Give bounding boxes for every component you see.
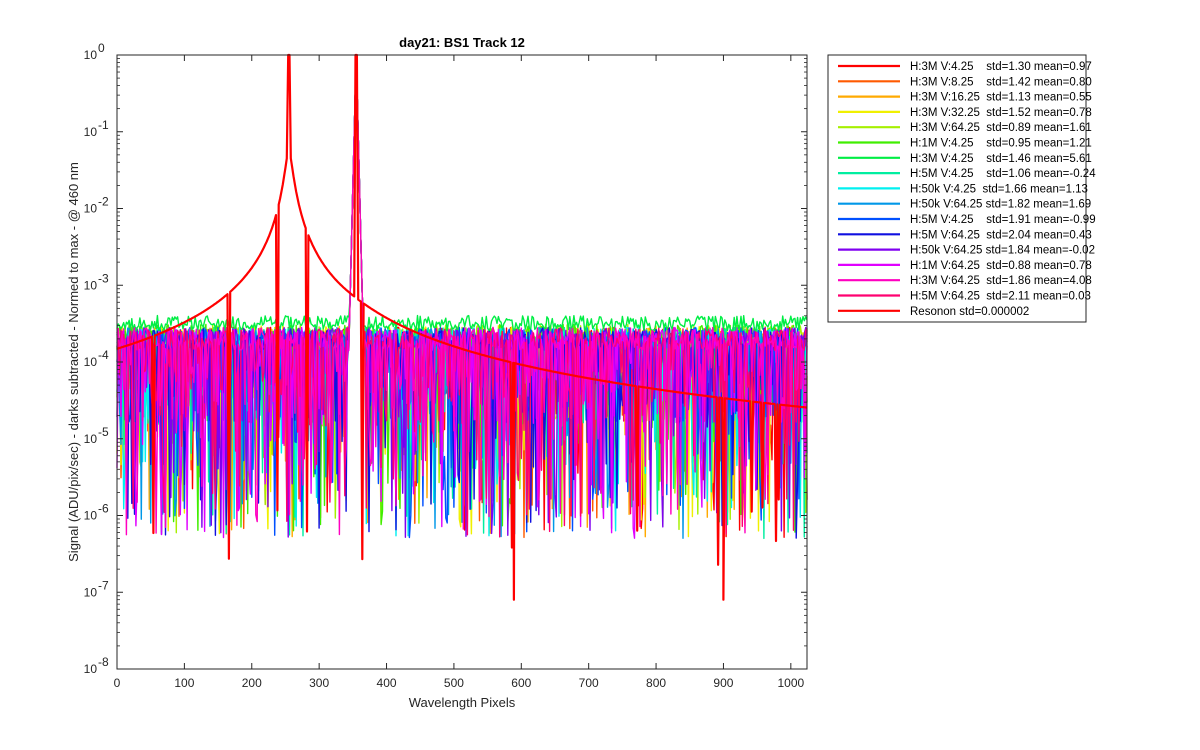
series-line-7 [116,81,808,332]
legend-entry: H:3M V:32.25 std=1.52 mean=0.78 [910,107,1092,119]
x-tick-label: 600 [511,676,531,690]
y-tick-label: 10 [84,202,98,216]
chart-title: day21: BS1 Track 12 [399,35,525,50]
x-tick-label: 1000 [777,676,804,690]
legend-entry: H:1M V:64.25 std=0.88 mean=0.78 [910,260,1092,272]
x-tick-label: 400 [377,676,397,690]
y-tick-label-exponent: -2 [98,195,109,209]
y-tick-label: 10 [84,509,98,523]
legend-entry: H:3M V:4.25 std=1.46 mean=5.61 [910,153,1092,165]
y-tick-label-exponent: 0 [98,41,105,55]
y-tick-label: 10 [84,355,98,369]
y-tick-label: 10 [84,278,98,292]
x-tick-label: 500 [444,676,464,690]
x-axis: 0 100 200 300 400 500 600 700 800 900 1000 [114,55,804,690]
y-tick-label: 10 [84,432,98,446]
x-tick-label: 300 [309,676,329,690]
x-tick-label: 100 [174,676,194,690]
series-line-17 [116,53,808,601]
y-tick-label-exponent: -3 [98,271,109,285]
legend: H:3M V:4.25 std=1.30 mean=0.97 H:3M V:8.2… [827,54,1096,323]
legend-entry: H:3M V:16.25 std=1.13 mean=0.55 [910,92,1092,104]
x-tick-label: 700 [579,676,599,690]
x-tick-label: 800 [646,676,666,690]
y-tick-label: 10 [84,585,98,599]
y-tick-label: 10 [84,662,98,676]
legend-entry: H:3M V:8.25 std=1.42 mean=0.80 [910,76,1092,88]
x-tick-label: 900 [713,676,733,690]
legend-entry: H:5M V:4.25 std=1.91 mean=-0.99 [910,214,1096,226]
y-tick-label-exponent: -6 [98,502,109,516]
legend-entry: H:3M V:64.25 std=0.89 mean=1.61 [910,122,1092,134]
y-tick-label: 10 [84,125,98,139]
y-tick-label-exponent: -5 [98,425,109,439]
series-line-15 [116,81,808,536]
legend-entry: H:1M V:4.25 std=0.95 mean=1.21 [910,138,1092,150]
legend-entry: H:3M V:4.25 std=1.30 mean=0.97 [910,61,1092,73]
y-axis-label: Signal (ADU/pix/sec) - darks subtracted … [66,162,81,562]
legend-entry: H:50k V:4.25 std=1.66 mean=1.13 [910,183,1088,195]
x-tick-label: 0 [114,676,121,690]
legend-entry: Resonon std=0.000002 [910,306,1029,318]
legend-entry: H:5M V:4.25 std=1.06 mean=-0.24 [910,168,1096,180]
x-axis-label: Wavelength Pixels [409,695,516,710]
y-tick-label-exponent: -1 [98,118,109,132]
y-tick-label: 10 [84,48,98,62]
legend-entry: H:5M V:64.25 std=2.04 mean=0.43 [910,229,1092,241]
legend-entry: H:3M V:64.25 std=1.86 mean=4.08 [910,275,1092,287]
y-tick-label-exponent: -8 [98,655,109,669]
series-layer [116,53,808,601]
legend-entry: H:50k V:64.25 std=1.82 mean=1.69 [910,199,1091,211]
x-tick-label: 200 [242,676,262,690]
y-tick-label-exponent: -7 [98,578,109,592]
legend-entry: H:5M V:64.25 std=2.11 mean=0.03 [910,291,1091,303]
legend-entry: H:50k V:64.25 std=1.84 mean=-0.02 [910,245,1095,257]
y-tick-label-exponent: -4 [98,348,109,362]
